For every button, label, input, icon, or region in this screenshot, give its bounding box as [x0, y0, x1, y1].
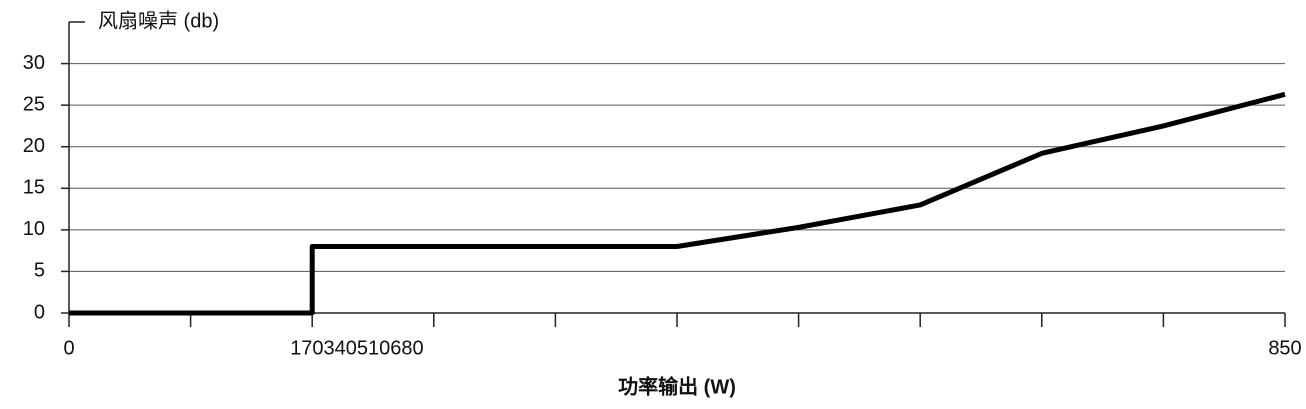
y-tick-label: 5	[34, 260, 45, 282]
x-tick-label: 0	[63, 337, 74, 359]
y-tick-label: 15	[23, 177, 45, 199]
y-tick-label: 20	[23, 135, 45, 157]
x-tick-label: 170340510680	[290, 337, 423, 359]
y-tick-label: 25	[23, 93, 45, 115]
line	[69, 91, 1286, 316]
x-tick-label: 850	[1268, 337, 1301, 359]
y-tick-label: 30	[23, 52, 45, 74]
y-axis-title: 风扇噪声 (db)	[98, 9, 219, 32]
y-tick-label: 0	[34, 301, 45, 323]
y-tick-label: 10	[23, 218, 45, 240]
x-axis-title: 功率输出 (W)	[618, 374, 736, 398]
